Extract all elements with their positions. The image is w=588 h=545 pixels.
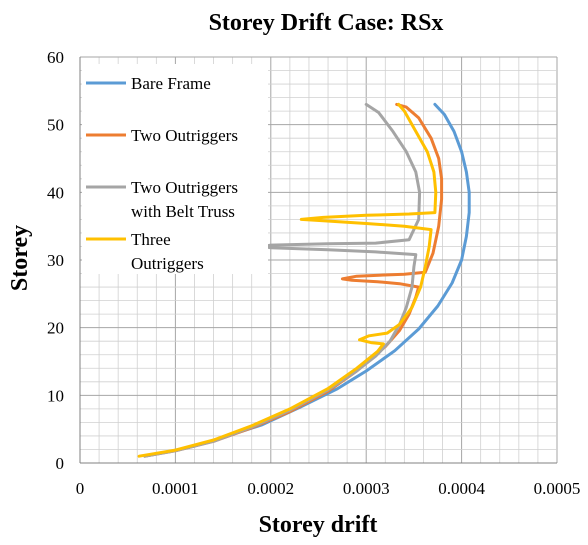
series-line-4 <box>137 102 438 458</box>
chart-legend: Bare Frame Two Outriggers Two Outriggers wi… <box>82 64 268 274</box>
chart-axes <box>79 57 557 464</box>
y-tick-label: 30 <box>47 251 64 270</box>
legend-label-3: with Belt Truss <box>131 202 235 221</box>
legend-label-3: Two Outriggers <box>131 178 238 197</box>
x-tick-label: 0.0001 <box>152 479 199 498</box>
x-tick-label: 0 <box>76 479 85 498</box>
y-tick-label: 10 <box>47 386 64 405</box>
legend-box <box>82 64 268 274</box>
legend-label-2: Two Outriggers <box>131 126 238 145</box>
x-tick-label: 0.0004 <box>438 479 485 498</box>
y-tick-label: 40 <box>47 183 64 202</box>
chart-title: Storey Drift Case: RSx <box>209 10 444 36</box>
legend-label-4: Three <box>131 230 171 249</box>
y-axis-label: Storey <box>7 225 33 291</box>
x-tick-label: 0.0005 <box>534 479 581 498</box>
legend-label-1: Bare Frame <box>131 74 211 93</box>
series-layer <box>137 102 471 458</box>
y-tick-label: 60 <box>47 48 64 67</box>
y-axis-ticks: 0 10 20 30 40 50 60 <box>47 48 64 473</box>
y-tick-label: 20 <box>47 319 64 338</box>
legend-label-4: Outriggers <box>131 254 204 273</box>
x-axis-ticks: 0 0.0001 0.0002 0.0003 0.0004 0.0005 <box>76 479 581 498</box>
x-tick-label: 0.0003 <box>343 479 390 498</box>
y-tick-label: 0 <box>56 454 65 473</box>
y-tick-label: 50 <box>47 116 64 135</box>
x-axis-label: Storey drift <box>259 512 378 538</box>
x-tick-label: 0.0002 <box>247 479 294 498</box>
